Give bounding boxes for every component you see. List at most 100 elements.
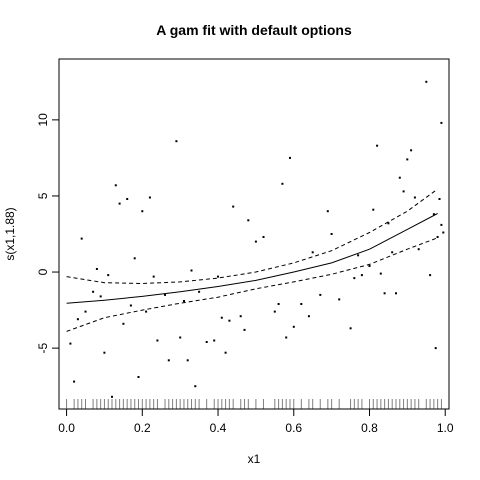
- data-point: [376, 144, 379, 147]
- rug-marks: [66, 399, 442, 409]
- fit-curve-group: [66, 213, 438, 304]
- data-point: [429, 274, 432, 277]
- data-point: [129, 304, 132, 307]
- x-tick-label: 0.2: [134, 421, 151, 435]
- confidence-bands: [66, 188, 438, 332]
- data-point: [300, 303, 303, 305]
- data-point: [103, 351, 106, 354]
- data-point: [432, 213, 435, 216]
- data-point: [133, 257, 136, 260]
- data-point: [440, 223, 443, 226]
- y-axis: -5 0 5 10: [36, 113, 60, 353]
- data-point: [152, 275, 155, 278]
- data-point: [417, 248, 420, 251]
- data-point: [247, 219, 250, 222]
- data-point: [360, 274, 363, 277]
- data-point: [190, 269, 193, 272]
- data-point: [80, 237, 83, 240]
- data-point: [281, 182, 284, 185]
- data-point: [228, 319, 231, 322]
- data-point: [114, 184, 117, 187]
- data-point: [395, 292, 397, 295]
- data-point: [220, 316, 223, 319]
- data-point: [179, 336, 182, 339]
- y-axis-label: s(x1,1.88): [3, 207, 17, 260]
- data-points: [69, 80, 445, 398]
- data-point: [379, 272, 382, 275]
- data-point: [111, 395, 113, 398]
- data-point: [330, 233, 333, 235]
- data-point: [69, 342, 72, 345]
- data-point: [217, 275, 219, 278]
- data-point: [357, 254, 360, 257]
- data-point: [438, 198, 441, 200]
- x-tick-label: 0.8: [361, 421, 378, 435]
- y-tick-label: -5: [36, 342, 50, 353]
- data-point: [413, 196, 416, 199]
- data-point: [349, 327, 352, 330]
- upper-confidence-band: [66, 188, 438, 285]
- data-point: [434, 347, 437, 350]
- y-tick-label: 10: [36, 113, 50, 127]
- data-point: [99, 295, 102, 298]
- data-point: [167, 359, 170, 362]
- fit-curve: [66, 213, 438, 304]
- data-point: [262, 236, 265, 238]
- data-point: [186, 359, 189, 362]
- data-point: [410, 149, 413, 152]
- data-point: [118, 202, 121, 205]
- data-point: [239, 315, 242, 318]
- data-point: [425, 80, 428, 83]
- data-point: [107, 274, 110, 277]
- data-point: [285, 336, 288, 339]
- data-point: [387, 222, 390, 225]
- data-point: [372, 208, 375, 211]
- data-point: [436, 236, 439, 238]
- data-point: [122, 322, 125, 325]
- data-point: [442, 231, 445, 234]
- data-point: [224, 351, 227, 354]
- data-point: [198, 290, 201, 293]
- data-point: [84, 310, 87, 313]
- chart-title: A gam fit with default options: [156, 22, 352, 38]
- data-point: [145, 310, 148, 313]
- data-point: [277, 303, 280, 305]
- x-axis: 0.0 0.2 0.4 0.6 0.8 1.0: [58, 408, 454, 435]
- data-point: [213, 339, 216, 342]
- y-tick-label: 0: [36, 268, 50, 275]
- data-point: [205, 341, 208, 343]
- data-point: [383, 292, 386, 295]
- data-point: [398, 176, 401, 179]
- data-point: [243, 328, 246, 331]
- data-point: [148, 196, 151, 199]
- lower-confidence-band: [66, 237, 438, 332]
- data-point: [164, 293, 166, 296]
- data-point: [95, 268, 98, 270]
- data-point: [307, 315, 310, 318]
- x-tick-label: 1.0: [437, 421, 454, 435]
- data-point: [141, 210, 144, 213]
- data-point: [232, 205, 235, 208]
- x-tick-label: 0.4: [210, 421, 227, 435]
- data-point: [126, 198, 129, 200]
- data-point: [183, 300, 185, 302]
- data-point: [73, 380, 76, 383]
- data-point: [391, 251, 394, 254]
- data-point: [440, 121, 443, 124]
- data-point: [292, 325, 295, 328]
- data-point: [402, 190, 405, 193]
- data-point: [289, 156, 291, 159]
- data-point: [194, 385, 197, 388]
- data-point: [175, 140, 178, 143]
- y-tick-label: 5: [36, 192, 50, 199]
- x-tick-label: 0.0: [58, 421, 75, 435]
- x-tick-label: 0.6: [285, 421, 302, 435]
- data-point: [156, 339, 159, 342]
- data-point: [319, 293, 322, 296]
- data-point: [326, 210, 329, 213]
- data-point: [338, 298, 341, 301]
- data-point: [76, 318, 79, 321]
- data-point: [311, 251, 314, 254]
